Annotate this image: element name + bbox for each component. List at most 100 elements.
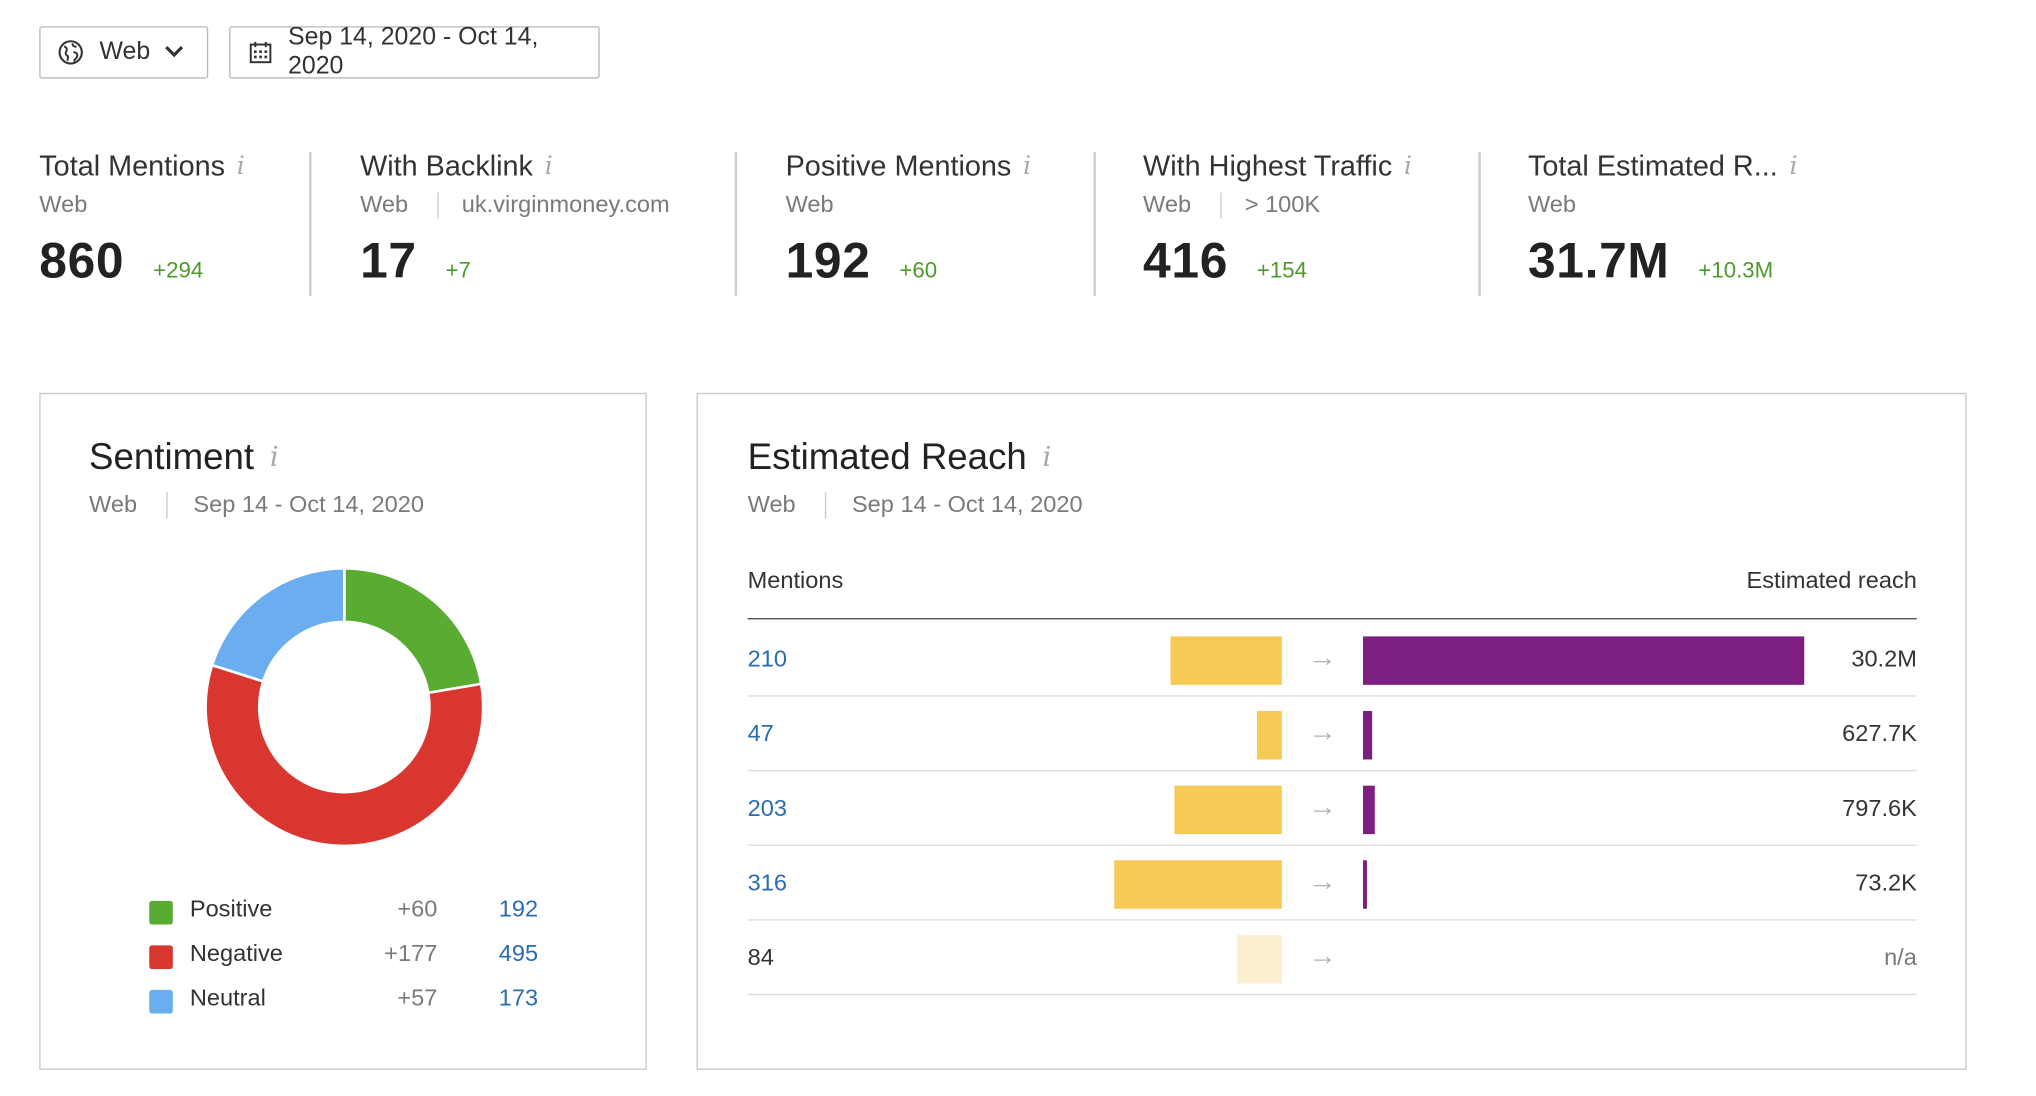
info-icon[interactable]: i [1042, 441, 1052, 473]
sentiment-legend: Positive +60 192 Negative +177 495 Neutr… [149, 896, 542, 1030]
date-range-picker[interactable]: Sep 14, 2020 - Oct 14, 2020 [229, 24, 600, 80]
legend-label: Neutral [189, 984, 266, 1011]
mentions-count: 84 [747, 944, 774, 971]
kpi-total-mentions: Total Mentions i Web 860 +294 [39, 149, 244, 290]
reach-table-header: Mentions Estimated reach [747, 566, 1917, 620]
reach-value: 73.2K [1855, 869, 1917, 896]
separator [436, 191, 439, 219]
separator [1219, 191, 1222, 219]
reach-value: 797.6K [1842, 794, 1917, 822]
arrow-right-icon: → [1308, 714, 1337, 748]
chevron-down-icon [163, 38, 184, 67]
donut-svg [204, 566, 485, 848]
legend-delta: +177 [384, 940, 438, 967]
mentions-bar [1174, 785, 1282, 835]
estimated-reach-card: Estimated Reach i Web Sep 14 - Oct 14, 202… [696, 392, 1967, 1070]
table-row: 47 → 627.7K [747, 697, 1917, 772]
kpi-title: With Highest Traffic [1143, 149, 1393, 183]
legend-item-positive[interactable]: Positive +60 192 [149, 896, 542, 941]
kpi-delta: +294 [153, 257, 204, 283]
table-row: 316 → 73.2K [747, 846, 1917, 921]
legend-swatch [149, 945, 173, 969]
source-label: Web [99, 37, 151, 66]
kpi-source: Web [1143, 191, 1192, 218]
kpi-delta: +7 [445, 257, 471, 283]
info-icon[interactable]: i [236, 151, 245, 181]
kpi-value: 31.7M [1527, 234, 1670, 290]
kpi-positive-mentions: Positive Mentions i Web 192 +60 [786, 149, 1031, 290]
legend-swatch [149, 900, 173, 925]
table-row: 210 → 30.2M [747, 622, 1917, 697]
kpi-highest-traffic: With Highest Traffic i Web > 100K 416 +154 [1143, 149, 1412, 290]
card-period: Sep 14 - Oct 14, 2020 [851, 491, 1083, 518]
legend-value-link[interactable]: 173 [498, 984, 539, 1011]
reach-value: 30.2M [1851, 645, 1917, 672]
kpi-value: 860 [39, 234, 125, 290]
mentions-bar [1237, 934, 1282, 984]
info-icon[interactable]: i [269, 441, 279, 473]
reach-bar [1363, 636, 1805, 685]
reach-value: n/a [1884, 944, 1917, 971]
source-dropdown[interactable]: Web [39, 26, 209, 79]
reach-bar [1363, 860, 1367, 909]
card-source: Web [89, 491, 138, 518]
sentiment-donut-chart [204, 566, 485, 848]
table-row: 203 → 797.6K [747, 771, 1917, 846]
legend-delta: +57 [397, 984, 438, 1011]
arrow-right-icon: → [1308, 640, 1337, 674]
kpi-divider [309, 151, 311, 296]
separator [824, 491, 826, 518]
mentions-count-link[interactable]: 47 [747, 720, 774, 747]
kpi-divider [1093, 151, 1096, 296]
kpi-source: Web [39, 191, 88, 218]
donut-slice-negative[interactable] [204, 663, 485, 848]
legend-delta: +60 [397, 895, 438, 922]
kpi-delta: +154 [1256, 257, 1307, 283]
mentions-bar [1256, 711, 1282, 760]
legend-item-neutral[interactable]: Neutral +57 173 [149, 985, 542, 1030]
kpi-value: 17 [360, 234, 417, 290]
kpi-title: Total Mentions [39, 149, 226, 183]
kpi-source: Web [360, 191, 409, 218]
separator [165, 491, 168, 518]
kpi-value: 416 [1143, 234, 1229, 290]
kpi-filter: uk.virginmoney.com [461, 191, 670, 218]
kpi-delta: +60 [899, 257, 938, 283]
legend-value-link[interactable]: 192 [498, 895, 539, 922]
column-header-mentions: Mentions [747, 566, 844, 594]
kpi-divider [734, 151, 737, 296]
sentiment-card: Sentiment i Web Sep 14 - Oct 14, 2020 Posi… [39, 392, 647, 1070]
kpi-value: 192 [785, 234, 871, 290]
card-source: Web [747, 491, 796, 518]
legend-item-negative[interactable]: Negative +177 495 [149, 940, 542, 985]
kpi-filter: > 100K [1244, 191, 1321, 218]
mentions-count-link[interactable]: 316 [747, 869, 787, 896]
reach-value: 627.7K [1842, 720, 1917, 747]
info-icon[interactable]: i [1789, 151, 1798, 181]
kpi-source: Web [785, 191, 834, 218]
date-range-label: Sep 14, 2020 - Oct 14, 2020 [288, 23, 539, 80]
globe-icon [58, 39, 84, 65]
kpi-source: Web [1527, 191, 1577, 218]
info-icon[interactable]: i [1404, 151, 1412, 181]
arrow-right-icon: → [1308, 938, 1337, 972]
mentions-count-link[interactable]: 203 [747, 794, 787, 822]
arrow-right-icon: → [1308, 789, 1337, 823]
reach-bar [1363, 711, 1373, 760]
card-title: Sentiment [89, 436, 255, 477]
legend-value-link[interactable]: 495 [498, 940, 539, 967]
legend-swatch [149, 989, 173, 1014]
kpi-with-backlink: With Backlink i Web uk.virginmoney.com 17 +… [360, 149, 670, 290]
table-row: 84 → n/a [747, 921, 1917, 996]
mentions-count-link[interactable]: 210 [747, 645, 787, 672]
mentions-bar [1114, 860, 1282, 909]
kpi-delta: +10.3M [1698, 257, 1774, 283]
info-icon[interactable]: i [544, 151, 553, 181]
info-icon[interactable]: i [1023, 151, 1032, 181]
kpi-total-estimated-reach: Total Estimated R... i Web 31.7M +10.3M [1528, 149, 1797, 290]
legend-label: Negative [189, 940, 283, 967]
donut-slice-positive[interactable] [343, 566, 483, 695]
legend-label: Positive [189, 895, 273, 922]
donut-slice-neutral[interactable] [210, 566, 346, 684]
